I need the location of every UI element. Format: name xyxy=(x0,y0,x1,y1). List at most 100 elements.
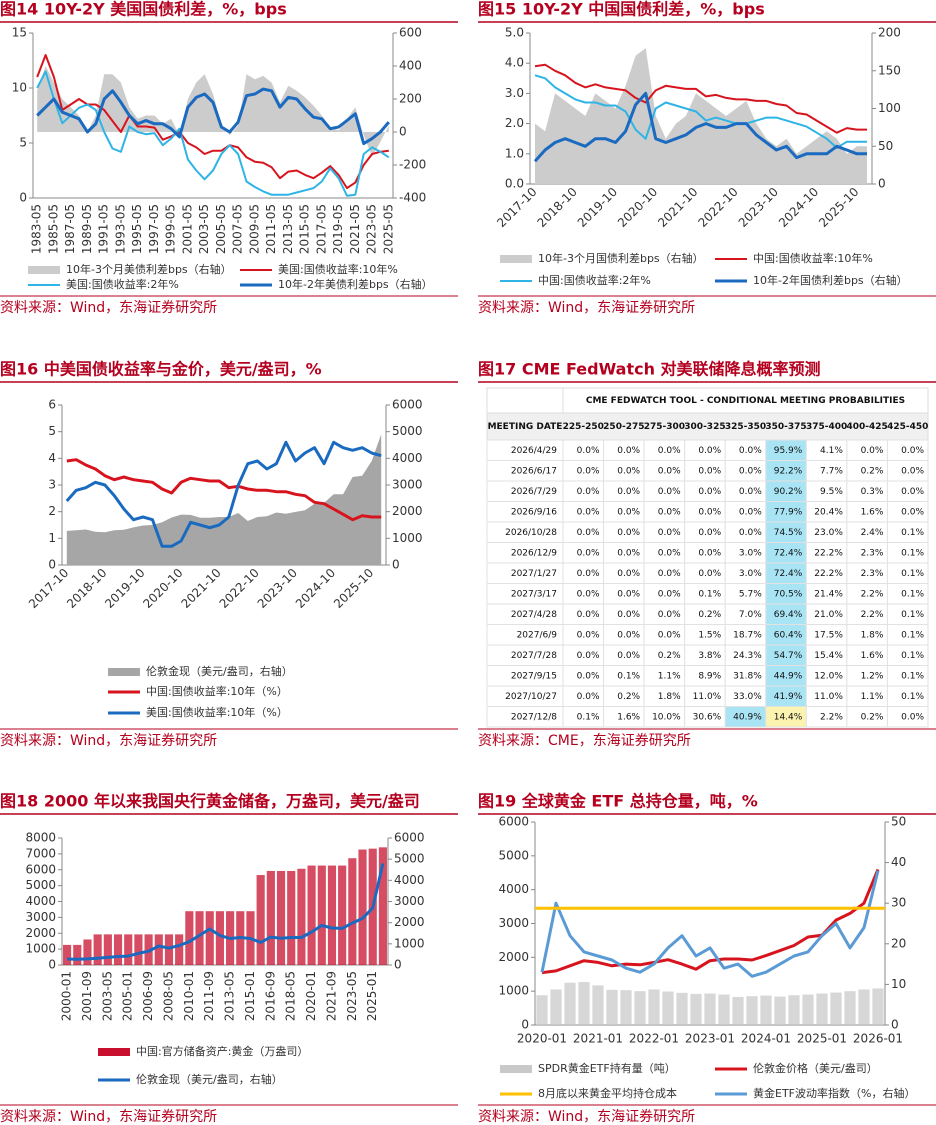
cell-text: 0.0% xyxy=(698,507,721,517)
cell-text: 0.0% xyxy=(658,507,681,517)
cell-text: 7.7% xyxy=(820,466,843,476)
cell-text: 0.0% xyxy=(658,569,681,579)
legend-label: 10年-3个月国债利差bps（右轴） xyxy=(538,251,704,265)
cell-text: 0.0% xyxy=(617,651,640,661)
bar xyxy=(83,939,92,965)
bar xyxy=(662,991,674,1025)
legend-label: 10年-2年美债利差bps（右轴） xyxy=(278,277,433,291)
legend-label: 中国:官方储备资产:黄金（万盎司） xyxy=(136,1044,308,1058)
panel-title: 图19 全球黄金 ETF 总持仓量，吨，% xyxy=(478,792,758,811)
y2-tick-label: 40 xyxy=(891,855,906,869)
cell-text: 1.1% xyxy=(861,692,884,702)
x-tick-label: 2022-10 xyxy=(695,185,740,230)
cell-text: 0.0% xyxy=(577,671,600,681)
x-tick-label: 2006-09 xyxy=(141,971,155,1021)
bar xyxy=(774,996,786,1025)
y2-tick-label: -200 xyxy=(399,158,426,172)
y2-tick-label: 30 xyxy=(891,896,906,910)
legend-label: 中国:国债收益率:2年% xyxy=(538,273,651,287)
cell-text: 0.0% xyxy=(901,507,924,517)
x-tick-label: 2025-10 xyxy=(331,566,376,611)
bar xyxy=(746,996,758,1025)
cell-text: 2026/9/16 xyxy=(511,507,557,517)
cell-text: 18.7% xyxy=(733,630,762,640)
x-tick-label: 2024-10 xyxy=(293,566,338,611)
bar xyxy=(536,995,548,1025)
legend-label: 中国:国债收益率:10年（%） xyxy=(146,684,288,698)
bar xyxy=(378,847,387,965)
cell-text: 12.0% xyxy=(814,671,843,681)
y2-tick-label: 1000 xyxy=(392,531,423,545)
column-header: 275-300 xyxy=(644,422,685,432)
cell-text: 1.6% xyxy=(861,507,884,517)
column-header: 400-425 xyxy=(847,422,888,432)
x-tick-label: 2020-10 xyxy=(140,566,185,611)
y2-tick-label: 50 xyxy=(878,139,893,153)
cell-text: 33.0% xyxy=(733,692,762,702)
cell-text: 0.0% xyxy=(617,446,640,456)
cell-text: 2.2% xyxy=(820,712,843,722)
cell-text: 0.0% xyxy=(698,528,721,538)
cell-text: 2.2% xyxy=(861,589,884,599)
y2-tick-label: 400 xyxy=(399,59,422,73)
bar xyxy=(676,992,688,1025)
cell-text: 0.3% xyxy=(861,487,884,497)
bar xyxy=(802,994,814,1025)
bar xyxy=(124,934,133,965)
x-tick-label: 2017-10 xyxy=(26,566,71,611)
cell-text: 0.0% xyxy=(577,692,600,702)
cell-text: 0.0% xyxy=(658,487,681,497)
legend-label: 8月底以来黄金平均持仓成本 xyxy=(538,1086,677,1100)
cell-text: 0.0% xyxy=(577,487,600,497)
x-tick-label: 1987-05 xyxy=(63,204,77,254)
y-tick-label: 1 xyxy=(48,531,56,545)
legend-label: 黄金ETF波动率指数（%，右轴） xyxy=(753,1086,915,1100)
x-tick-label: 1995-05 xyxy=(130,204,144,254)
y-tick-label: 15 xyxy=(12,26,27,40)
cell-text: 2027/6/9 xyxy=(517,630,558,640)
y-tick-label: 1.0 xyxy=(505,146,524,160)
x-tick-label: 2025-10 xyxy=(816,185,861,230)
cell-text: 0.0% xyxy=(577,507,600,517)
y-tick-label: 8000 xyxy=(25,831,56,845)
area xyxy=(37,66,389,157)
y-tick-label: 2.0 xyxy=(505,116,524,130)
cell-text: 0.0% xyxy=(617,487,640,497)
bar xyxy=(844,991,856,1025)
y-tick-label: 5 xyxy=(48,424,56,438)
cell-text: 0.0% xyxy=(577,569,600,579)
y-tick-label: 3000 xyxy=(498,916,529,930)
bar xyxy=(578,982,590,1025)
y2-tick-label: 50 xyxy=(891,815,906,829)
cell-text: 1.6% xyxy=(617,712,640,722)
cell-text: 0.0% xyxy=(901,466,924,476)
cell-text: 0.2% xyxy=(698,610,721,620)
bar xyxy=(788,995,800,1025)
column-header: 300-325 xyxy=(684,422,725,432)
x-tick-label: 2015-01 xyxy=(243,971,257,1021)
y2-tick-label: 1000 xyxy=(394,936,425,950)
y2-tick-label: 20 xyxy=(891,936,906,950)
legend-label: 中国:国债收益率:10年% xyxy=(753,251,873,265)
y2-tick-label: 200 xyxy=(878,26,901,40)
bar xyxy=(338,865,347,965)
x-tick-label: 2025-01 xyxy=(365,971,379,1021)
y-tick-label: 2 xyxy=(48,504,56,518)
x-tick-label: 2024-10 xyxy=(776,185,821,230)
x-tick-label: 2024-01 xyxy=(741,1032,791,1046)
cell-text: 2026/7/29 xyxy=(511,487,557,497)
x-tick-label: 2022-01 xyxy=(629,1032,679,1046)
cell-text: 4.1% xyxy=(820,446,843,456)
column-header: 375-400 xyxy=(806,422,847,432)
bar xyxy=(760,995,772,1025)
cell-text: 23.0% xyxy=(814,528,843,538)
bar xyxy=(205,911,214,965)
x-tick-label: 2025-01 xyxy=(797,1032,847,1046)
cell-text: 0.0% xyxy=(577,589,600,599)
cell-text: 77.9% xyxy=(774,507,803,517)
line xyxy=(36,54,389,190)
cell-text: 0.0% xyxy=(577,630,600,640)
x-tick-label: 2017-10 xyxy=(494,185,539,230)
bar xyxy=(93,934,102,965)
